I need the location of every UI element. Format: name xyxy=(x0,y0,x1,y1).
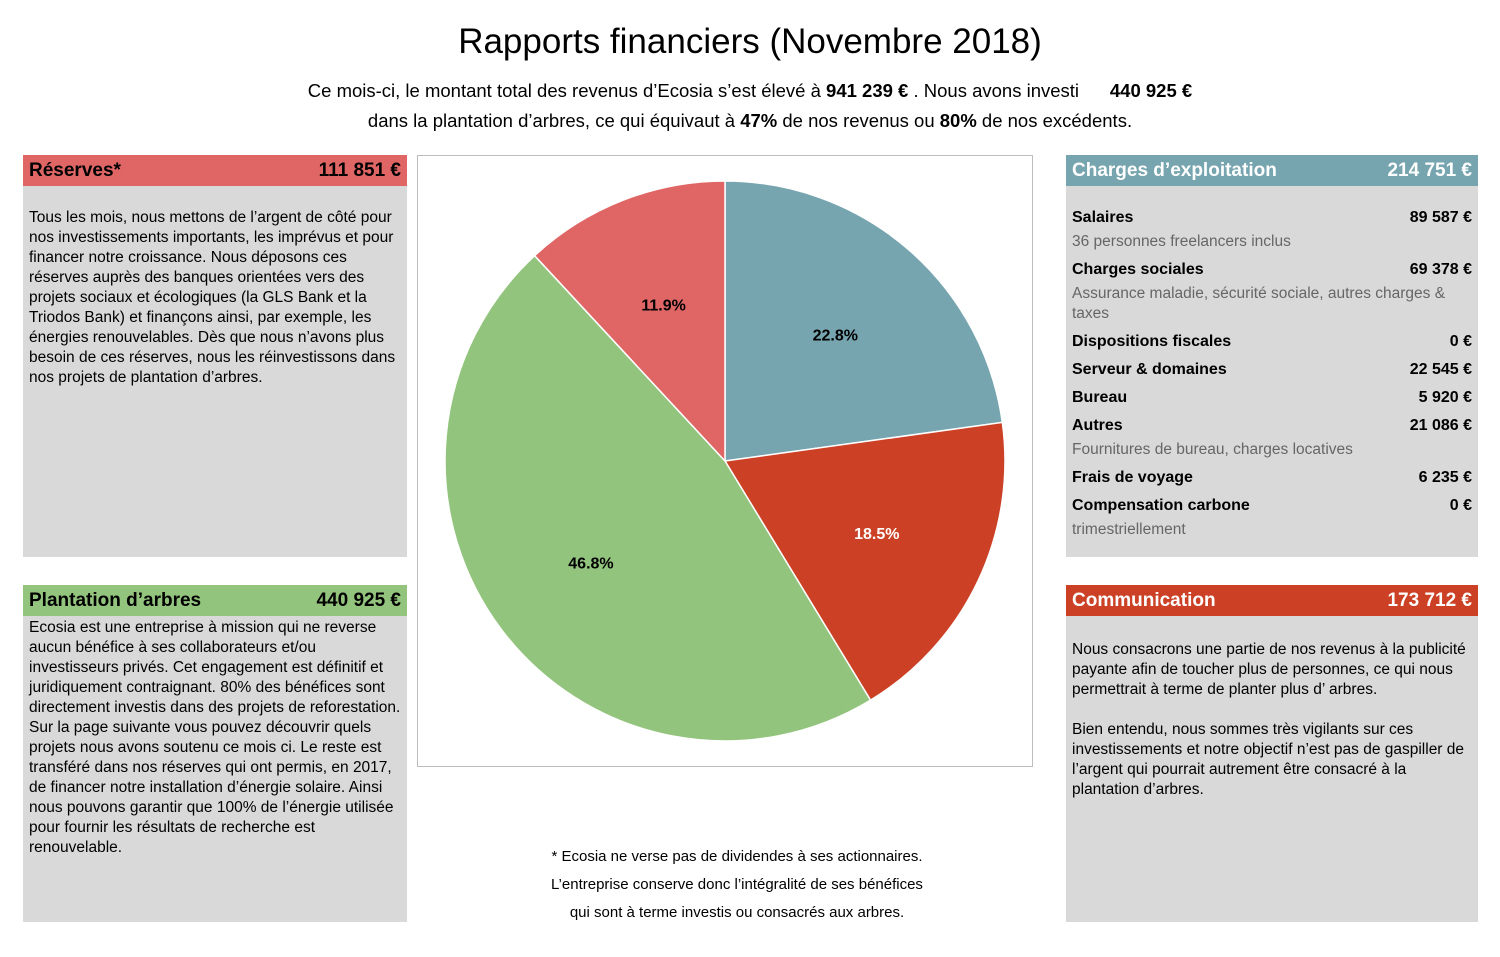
intro-part-4: de nos revenus ou xyxy=(782,110,935,131)
reserves-panel: Réserves* 111 851 € Tous les mois, nous … xyxy=(23,155,407,557)
footnote-line-2: L’entreprise conserve donc l’intégralité… xyxy=(551,876,923,893)
charge-note: Assurance maladie, sécurité sociale, aut… xyxy=(1072,285,1446,322)
charge-label: Serveur & domaines xyxy=(1072,361,1227,378)
charge-note: 36 personnes freelancers inclus xyxy=(1072,233,1291,250)
charges-header: Charges d’exploitation 214 751 € xyxy=(1066,155,1478,186)
charge-label: Charges sociales xyxy=(1072,261,1204,278)
pie-slice-trees xyxy=(444,254,872,742)
charge-item: Frais de voyage 6 235 € xyxy=(1072,464,1472,492)
trees-amount: 440 925 € xyxy=(316,589,401,611)
trees-text: Ecosia est une entreprise à mission qui … xyxy=(29,619,401,856)
charge-value: 21 086 € xyxy=(1409,417,1472,434)
page-title: Rapports financiers (Novembre 2018) xyxy=(458,22,1042,61)
charge-value: 5 920 € xyxy=(1418,389,1472,406)
intro-part-3: dans la plantation d’arbres, ce qui équi… xyxy=(367,110,736,131)
charge-item: Salaires 89 587 € 36 personnes freelancer… xyxy=(1072,204,1472,256)
pie-label-reserves: 11.9% xyxy=(641,298,685,315)
charge-label: Compensation carbone xyxy=(1072,497,1250,514)
charge-value: 6 235 € xyxy=(1418,469,1472,486)
pie-chart-frame: 22.8% 18.5% 46.8% 11.9% xyxy=(417,155,1033,767)
pie-label-trees: 46.8% xyxy=(568,555,613,572)
charge-value: 0 € xyxy=(1449,497,1472,514)
charge-label: Salaires xyxy=(1072,209,1134,226)
charges-list: Salaires 89 587 € 36 personnes freelancer… xyxy=(1066,186,1478,544)
communication-paragraph-2: Bien entendu, nous sommes très vigilants… xyxy=(1072,721,1465,798)
trees-panel: Plantation d’arbres 440 925 € Ecosia est… xyxy=(23,585,407,922)
charges-amount: 214 751 € xyxy=(1387,159,1472,181)
charge-note: trimestriellement xyxy=(1072,521,1186,538)
pct-surplus-value: 80% xyxy=(939,110,977,131)
reserves-amount: 111 851 € xyxy=(318,159,401,181)
pie-slice-communication xyxy=(723,421,1006,702)
communication-paragraph-1: Nous consacrons une partie de nos revenu… xyxy=(1072,641,1466,698)
trees-header: Plantation d’arbres 440 925 € xyxy=(23,585,407,616)
communication-header: Communication 173 712 € xyxy=(1066,585,1478,616)
charge-value: 22 545 € xyxy=(1409,361,1472,378)
intro-part-2: . Nous avons investi xyxy=(913,80,1080,101)
charge-item: Bureau 5 920 € xyxy=(1072,384,1472,412)
reserves-header: Réserves* 111 851 € xyxy=(23,155,407,186)
charge-label: Autres xyxy=(1072,417,1123,434)
footnote-line-3: qui sont à terme investis ou consacrés a… xyxy=(569,904,905,921)
communication-amount: 173 712 € xyxy=(1387,589,1472,611)
footnote-line-1: * Ecosia ne verse pas de dividendes à se… xyxy=(551,848,923,865)
pct-revenue-value: 47% xyxy=(740,110,778,131)
charge-label: Dispositions fiscales xyxy=(1072,333,1232,350)
charge-item: Autres 21 086 € Fournitures de bureau, ch… xyxy=(1072,412,1472,464)
charge-item: Charges sociales 69 378 € Assurance malad… xyxy=(1072,256,1472,328)
charge-item: Serveur & domaines 22 545 € xyxy=(1072,356,1472,384)
charge-label: Frais de voyage xyxy=(1072,469,1193,486)
charge-item: Dispositions fiscales 0 € xyxy=(1072,328,1472,356)
revenue-value: 941 239 € xyxy=(826,80,909,101)
intro-part-5: de nos excédents. xyxy=(981,110,1133,131)
intro-text: Ce mois-ci, le montant total des revenus… xyxy=(0,76,1500,136)
pie-slice-charges xyxy=(724,180,1004,462)
pie-chart: 22.8% 18.5% 46.8% 11.9% xyxy=(444,180,1006,742)
footnote: * Ecosia ne verse pas de dividendes à se… xyxy=(437,843,1037,927)
invested-value: 440 925 € xyxy=(1109,80,1193,101)
pie-label-communication: 18.5% xyxy=(854,526,899,543)
intro-part-1: Ce mois-ci, le montant total des revenus… xyxy=(307,80,821,101)
charges-panel: Charges d’exploitation 214 751 € Salaire… xyxy=(1066,155,1478,557)
communication-title: Communication xyxy=(1072,589,1216,611)
charge-value: 0 € xyxy=(1449,333,1472,350)
charge-label: Bureau xyxy=(1072,389,1128,406)
charge-value: 89 587 € xyxy=(1409,209,1472,226)
charge-item: Compensation carbone 0 € trimestriellemen… xyxy=(1072,492,1472,544)
charges-title: Charges d’exploitation xyxy=(1072,159,1277,181)
pie-slice-reserves xyxy=(533,180,726,463)
reserves-title: Réserves* xyxy=(29,159,121,181)
charge-note: Fournitures de bureau, charges locatives xyxy=(1072,441,1353,458)
communication-panel: Communication 173 712 € Nous consacrons … xyxy=(1066,585,1478,922)
charge-value: 69 378 € xyxy=(1409,261,1472,278)
pie-label-charges: 22.8% xyxy=(813,327,858,344)
trees-title: Plantation d’arbres xyxy=(29,589,202,611)
communication-text: Nous consacrons une partie de nos revenu… xyxy=(1066,616,1478,800)
reserves-text: Tous les mois, nous mettons de l’argent … xyxy=(29,209,396,386)
